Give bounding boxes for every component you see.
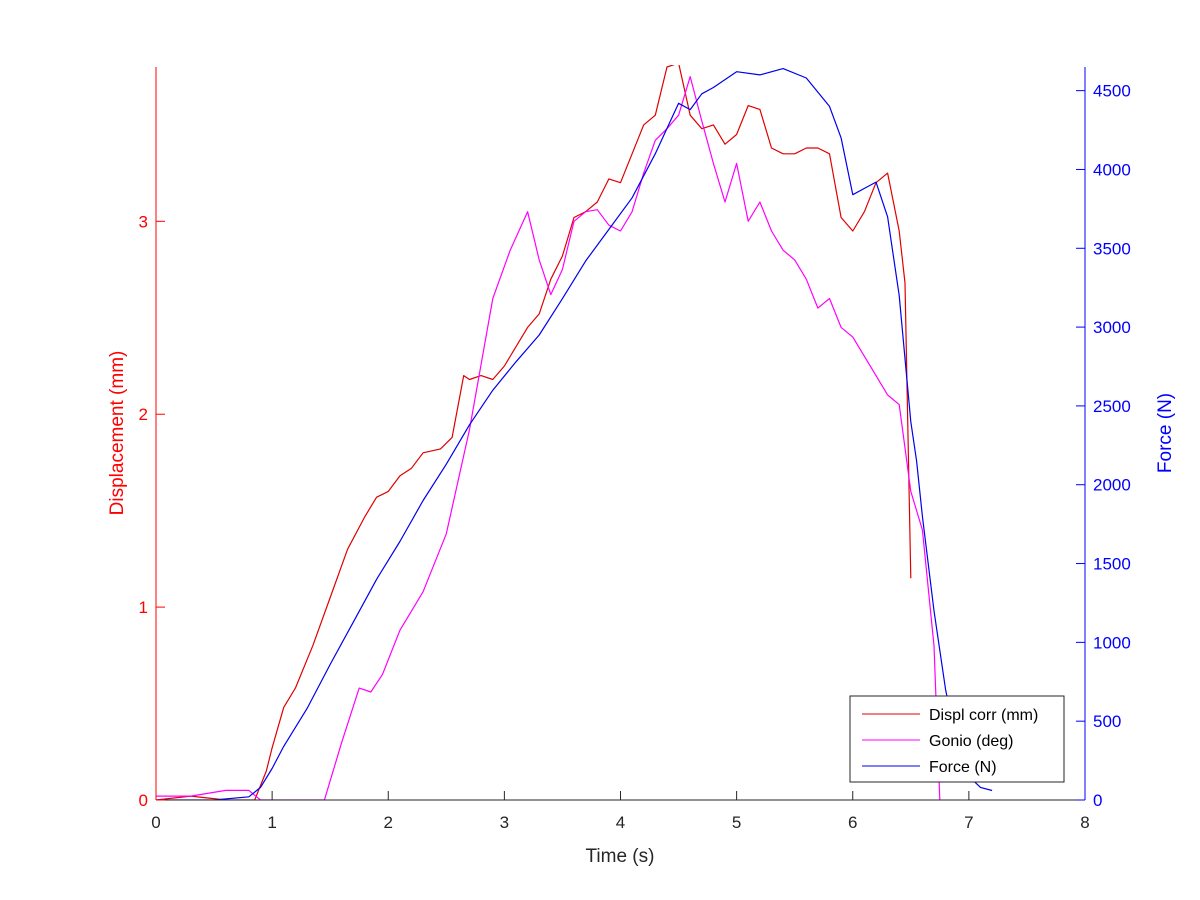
x-tick-label: 6 xyxy=(848,813,857,832)
legend: Displ corr (mm) Gonio (deg) Force (N) xyxy=(849,695,1065,783)
legend-entry-force: Force (N) xyxy=(929,759,997,776)
right-tick-label: 3000 xyxy=(1093,318,1131,337)
right-tick-label: 2500 xyxy=(1093,397,1131,416)
plot-area xyxy=(156,67,1085,800)
legend-entry-displ: Displ corr (mm) xyxy=(929,707,1038,724)
x-tick-label: 0 xyxy=(151,813,160,832)
axes-layer: 0 1 2 3 4 5 6 7 80123050010001500200025003000350… xyxy=(139,67,1131,832)
legend-box xyxy=(849,695,1065,783)
right-tick-label: 2000 xyxy=(1093,476,1131,495)
left-tick-label: 2 xyxy=(139,405,148,424)
right-tick-label: 1000 xyxy=(1093,633,1131,652)
left-tick-label: 1 xyxy=(139,598,148,617)
left-axis-title: Displacement (mm) xyxy=(107,351,128,516)
series-line-0 xyxy=(156,65,912,800)
x-tick-label: 3 xyxy=(500,813,509,832)
plot-background xyxy=(156,67,1085,800)
right-tick-label: 0 xyxy=(1093,791,1102,810)
x-tick-label: 8 xyxy=(1080,813,1089,832)
right-tick-label: 500 xyxy=(1093,712,1121,731)
x-tick-label: 7 xyxy=(964,813,973,832)
right-tick-label: 4000 xyxy=(1093,160,1131,179)
right-axis-title: Force (N) xyxy=(1155,393,1176,473)
series-line-1 xyxy=(156,75,941,800)
left-tick-label: 0 xyxy=(139,791,148,810)
x-tick-label: 5 xyxy=(732,813,741,832)
series-line-2 xyxy=(156,67,993,800)
x-tick-label: 4 xyxy=(616,813,625,832)
legend-entry-gonio: Gonio (deg) xyxy=(929,733,1014,750)
series-layer xyxy=(156,65,993,800)
x-tick-label: 2 xyxy=(384,813,393,832)
x-axis-title: Time (s) xyxy=(586,846,655,867)
x-tick-label: 1 xyxy=(267,813,276,832)
left-tick-label: 3 xyxy=(139,212,148,231)
right-tick-label: 3500 xyxy=(1093,239,1131,258)
right-tick-label: 1500 xyxy=(1093,555,1131,574)
right-tick-label: 4500 xyxy=(1093,82,1131,101)
